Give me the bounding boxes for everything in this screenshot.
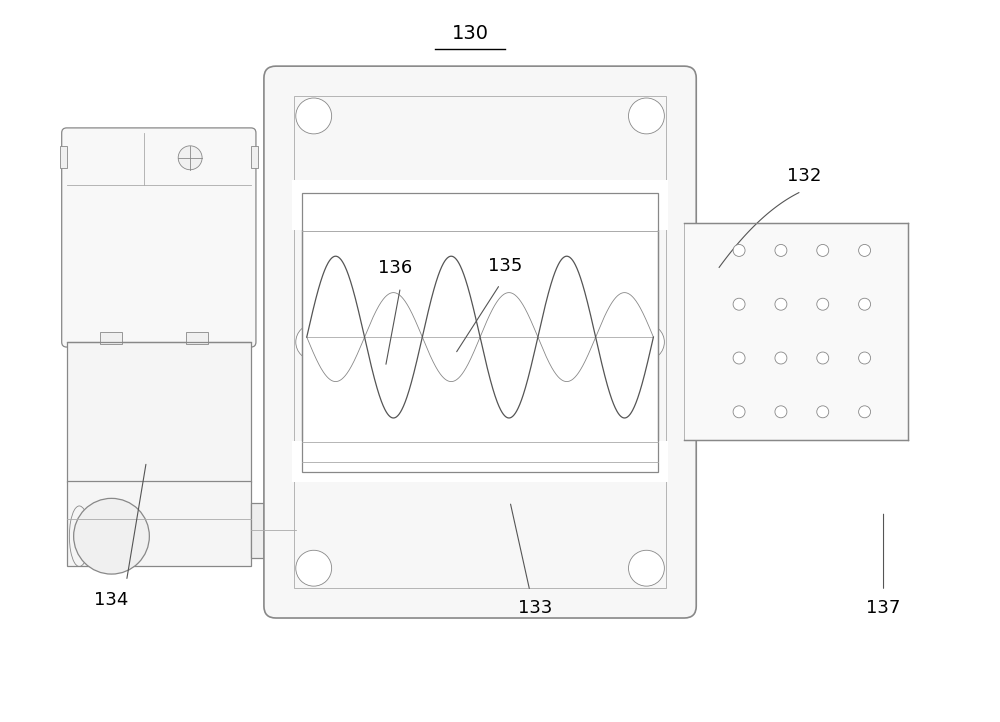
Circle shape bbox=[296, 98, 332, 134]
Bar bbox=[186, 332, 208, 344]
Bar bbox=[67, 342, 251, 482]
Circle shape bbox=[733, 298, 745, 310]
Bar bbox=[251, 503, 296, 558]
Circle shape bbox=[859, 406, 871, 418]
Circle shape bbox=[775, 245, 787, 256]
Circle shape bbox=[817, 406, 829, 418]
Circle shape bbox=[733, 352, 745, 364]
Bar bbox=[60, 146, 67, 168]
Text: 134: 134 bbox=[94, 591, 129, 609]
Bar bbox=[67, 481, 251, 566]
Circle shape bbox=[296, 550, 332, 586]
FancyBboxPatch shape bbox=[264, 66, 696, 618]
Circle shape bbox=[859, 298, 871, 310]
Circle shape bbox=[775, 352, 787, 364]
Circle shape bbox=[817, 352, 829, 364]
Text: 137: 137 bbox=[866, 599, 901, 617]
Text: 132: 132 bbox=[787, 167, 821, 185]
Bar bbox=[302, 193, 658, 471]
Circle shape bbox=[859, 352, 871, 364]
Bar bbox=[100, 332, 122, 344]
FancyBboxPatch shape bbox=[62, 128, 256, 347]
Text: 133: 133 bbox=[518, 599, 552, 617]
Bar bbox=[302, 193, 658, 471]
Circle shape bbox=[817, 245, 829, 256]
Bar bbox=[292, 180, 668, 230]
Circle shape bbox=[817, 298, 829, 310]
Bar bbox=[294, 96, 666, 588]
Bar bbox=[292, 440, 668, 482]
Circle shape bbox=[629, 324, 664, 360]
Bar bbox=[291, 497, 303, 563]
Circle shape bbox=[775, 298, 787, 310]
Text: 135: 135 bbox=[488, 257, 522, 275]
Bar bbox=[684, 222, 908, 440]
Text: 130: 130 bbox=[452, 24, 489, 43]
Circle shape bbox=[629, 550, 664, 586]
Text: 136: 136 bbox=[378, 259, 413, 277]
Circle shape bbox=[296, 324, 332, 360]
Circle shape bbox=[859, 245, 871, 256]
Circle shape bbox=[733, 406, 745, 418]
Circle shape bbox=[74, 498, 149, 574]
Circle shape bbox=[629, 98, 664, 134]
Circle shape bbox=[178, 146, 202, 170]
Circle shape bbox=[775, 406, 787, 418]
Circle shape bbox=[733, 245, 745, 256]
Bar bbox=[251, 146, 258, 168]
